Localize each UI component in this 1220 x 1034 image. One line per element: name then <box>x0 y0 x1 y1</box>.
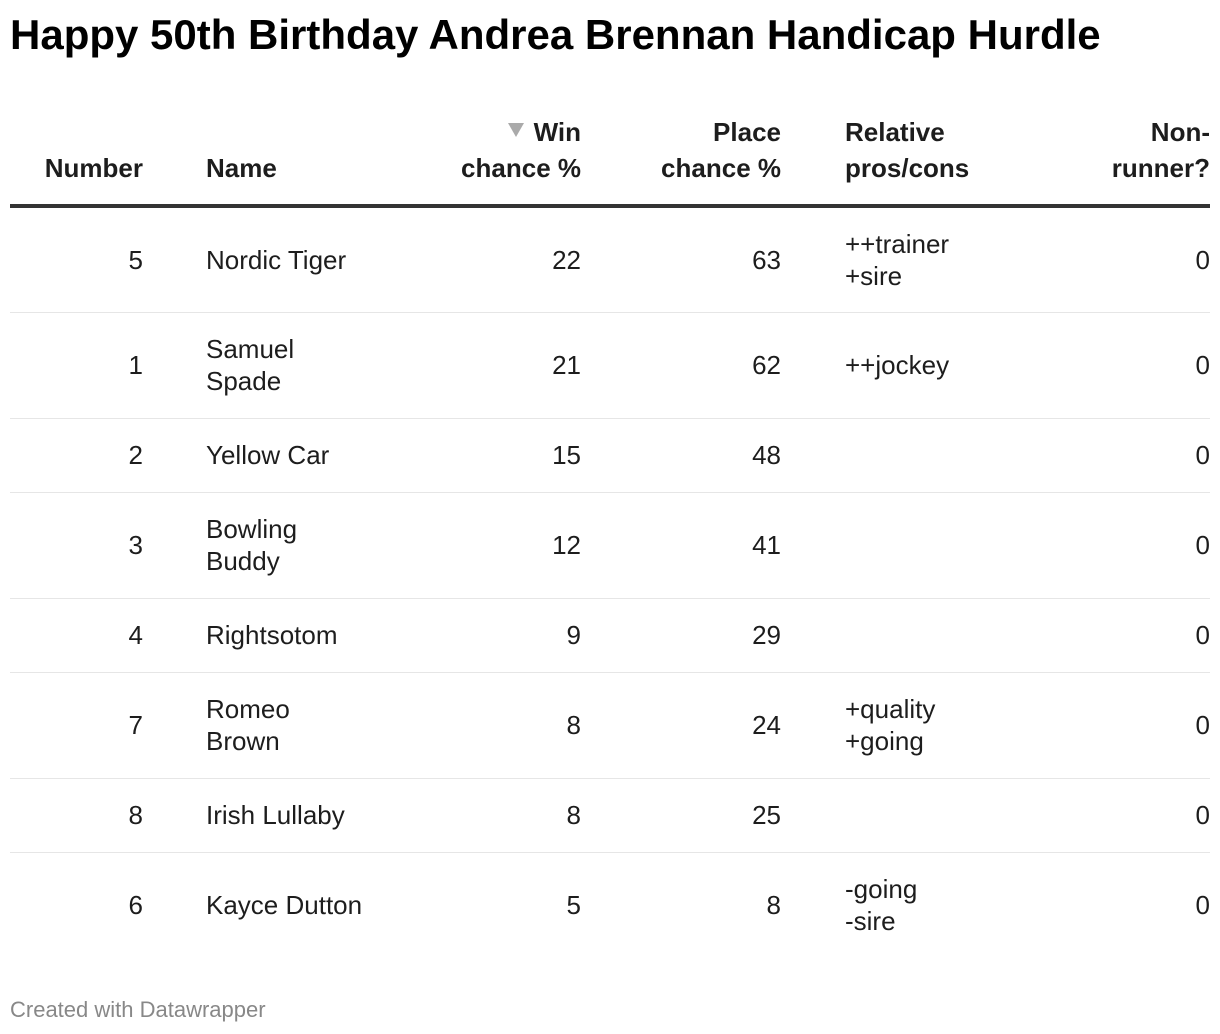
cell-number: 1 <box>10 312 143 419</box>
cell-spacer <box>143 492 206 599</box>
cell-spacer <box>143 778 206 853</box>
cell-spacer <box>781 778 845 853</box>
column-header-label: pros/cons <box>845 153 970 183</box>
cell-name: Nordic Tiger <box>206 206 406 313</box>
cell-number: 5 <box>10 206 143 313</box>
data-table: Number Name Win chance % Place chance % … <box>10 108 1210 958</box>
column-header-label: runner? <box>1111 153 1210 183</box>
table-row: 6 Kayce Dutton 5 8 -going -sire 0 <box>10 852 1210 958</box>
cell-number: 6 <box>128 890 143 921</box>
cell-win-chance: 8 <box>406 778 581 853</box>
column-header-nonrunner[interactable]: Non- runner? <box>1045 108 1210 208</box>
cell-win-chance: 15 <box>406 418 581 493</box>
cell-nonrunner: 0 <box>1045 492 1210 599</box>
cell-relative <box>845 492 1045 599</box>
table-row: 5 Nordic Tiger 22 63 ++trainer +sire 0 <box>10 206 1210 313</box>
table-row: 4 Rightsotom 9 29 0 <box>10 598 1210 673</box>
header-row: Number Name Win chance % Place chance % … <box>10 108 1210 208</box>
cell-spacer <box>143 312 206 419</box>
cell-name: Kayce Dutton <box>206 890 363 921</box>
cell-number: 2 <box>10 418 143 493</box>
column-spacer <box>143 108 206 208</box>
cell-name: Samuel Spade <box>206 312 406 419</box>
cell-place-chance: 63 <box>581 206 781 313</box>
table-body: 5 Nordic Tiger 22 63 ++trainer +sire 0 1 Samuel… <box>10 206 1210 958</box>
cell-name: Yellow Car <box>206 418 406 493</box>
cell-nonrunner: 0 <box>1045 312 1210 419</box>
cell-win-chance: 5 <box>566 890 581 921</box>
cell-win-chance: 22 <box>406 206 581 313</box>
cell-spacer <box>781 418 845 493</box>
cell-spacer <box>781 598 845 673</box>
cell-name: Irish Lullaby <box>206 778 406 853</box>
cell-place-chance: 25 <box>581 778 781 853</box>
column-header-label: Number <box>44 153 143 183</box>
cell-win-chance: 9 <box>406 598 581 673</box>
cell-number: 7 <box>10 672 143 779</box>
cell-nonrunner: 0 <box>1045 598 1210 673</box>
column-header-label: Win <box>533 117 581 147</box>
cell-place-chance: 41 <box>581 492 781 599</box>
cell-number: 3 <box>10 492 143 599</box>
cell-place-chance: 62 <box>581 312 781 419</box>
table-row: 1 Samuel Spade 21 62 ++jockey 0 <box>10 312 1210 419</box>
cell-name: Rightsotom <box>206 598 406 673</box>
cell-nonrunner: 0 <box>1045 206 1210 313</box>
cell-spacer <box>781 206 845 313</box>
column-header-label: Non- <box>1150 117 1210 147</box>
table-row: 2 Yellow Car 15 48 0 <box>10 418 1210 493</box>
cell-spacer <box>781 492 845 599</box>
cell-relative: -going -sire <box>845 874 918 937</box>
cell-spacer <box>143 852 206 958</box>
cell-name: Romeo Brown <box>206 672 406 779</box>
sort-descending-triangle-icon <box>507 123 524 137</box>
cell-spacer <box>781 672 845 779</box>
table-row: 7 Romeo Brown 8 24 +quality +going 0 <box>10 672 1210 779</box>
cell-relative: +quality +going <box>845 672 1045 779</box>
column-header-place-chance[interactable]: Place chance % <box>581 108 781 208</box>
cell-nonrunner: 0 <box>1195 890 1210 921</box>
cell-place-chance: 48 <box>581 418 781 493</box>
cell-place-chance: 29 <box>581 598 781 673</box>
table-row: 8 Irish Lullaby 8 25 0 <box>10 778 1210 853</box>
cell-nonrunner: 0 <box>1045 778 1210 853</box>
cell-number: 4 <box>10 598 143 673</box>
column-header-label: chance % <box>661 153 781 183</box>
column-header-win-chance[interactable]: Win chance % <box>406 108 581 208</box>
chart-title: Happy 50th Birthday Andrea Brennan Handi… <box>10 11 1101 58</box>
cell-relative: ++trainer +sire <box>845 206 1045 313</box>
cell-win-chance: 12 <box>406 492 581 599</box>
cell-spacer <box>143 206 206 313</box>
column-header-name[interactable]: Name <box>206 108 406 208</box>
cell-win-chance: 8 <box>406 672 581 779</box>
cell-number: 8 <box>10 778 143 853</box>
cell-relative: ++jockey <box>845 312 1045 419</box>
cell-spacer <box>781 852 845 958</box>
cell-spacer <box>781 312 845 419</box>
cell-place-chance: 8 <box>766 890 781 921</box>
cell-spacer <box>143 672 206 779</box>
cell-spacer <box>143 418 206 493</box>
column-header-label: Name <box>206 153 277 183</box>
column-header-label: Relative <box>845 117 945 147</box>
cell-name: Bowling Buddy <box>206 492 406 599</box>
cell-place-chance: 24 <box>581 672 781 779</box>
column-header-relative[interactable]: Relative pros/cons <box>845 108 1045 208</box>
cell-nonrunner: 0 <box>1045 418 1210 493</box>
cell-win-chance: 21 <box>406 312 581 419</box>
cell-relative <box>845 418 1045 493</box>
cell-spacer <box>143 598 206 673</box>
column-header-number[interactable]: Number <box>10 108 143 208</box>
cell-relative <box>845 598 1045 673</box>
table-row: 3 Bowling Buddy 12 41 0 <box>10 492 1210 599</box>
credit-text: Created with Datawrapper <box>10 997 266 1022</box>
cell-relative <box>845 778 1045 853</box>
column-spacer <box>781 108 845 208</box>
column-header-label: chance % <box>461 153 581 183</box>
column-header-label: Place <box>713 117 781 147</box>
cell-nonrunner: 0 <box>1045 672 1210 779</box>
